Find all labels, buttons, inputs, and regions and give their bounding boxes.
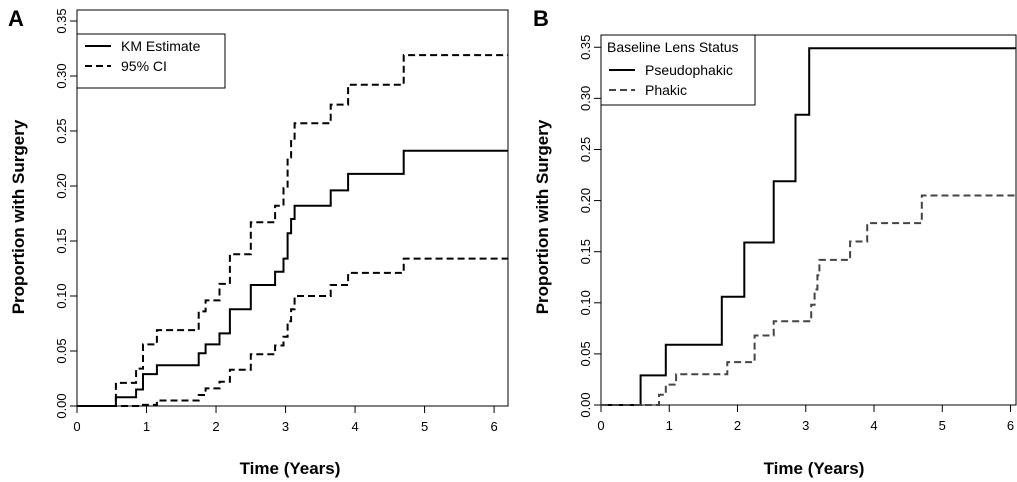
panel-a-y-tick-label: 0.00: [54, 393, 69, 418]
panel-a: A 0 1 2 3 4 5 6 0.00 0.05 0.10 0.15 0.20 0.25 0.30 0.3…: [8, 6, 509, 478]
panel-b-y-tick-label: 0.35: [578, 35, 593, 60]
panel-a-x-tick-label: 1: [143, 419, 150, 434]
panel-a-series-line-0: [77, 149, 508, 407]
panel-a-y-tick-label: 0.05: [54, 338, 69, 363]
panel-b-legend: Baseline Lens Status Pseudophakic Phakic: [600, 34, 756, 106]
panel-b-y-tick-label: 0.20: [578, 188, 593, 213]
panel-b-legend-label: Phakic: [645, 82, 687, 98]
panel-b-series-line-1: [601, 194, 1016, 406]
panel-b-legend-title: Baseline Lens Status: [607, 39, 739, 55]
panel-a-x-tick-label: 5: [421, 419, 428, 434]
panel-a-series-line-2: [77, 257, 508, 407]
panel-b-y-axis-title: Proportion with Surgery: [533, 119, 552, 314]
panel-b-x-tick-label: 5: [939, 418, 946, 433]
panel-b-x-tick-label: 0: [597, 418, 604, 433]
panel-b-x-axis-title: Time (Years): [764, 459, 865, 478]
panel-b-plot-area: 0 1 2 3 4 5 6 0.00 0.05 0.10 0.15 0.20 0.25 0.30 0.35 B…: [578, 34, 1017, 433]
panel-a-series-line-1: [77, 54, 508, 407]
panel-b-x-tick-label: 4: [870, 418, 877, 433]
panel-b-legend-label: Pseudophakic: [645, 62, 733, 78]
panel-a-y-tick-label: 0.15: [54, 228, 69, 253]
panel-a-label: A: [8, 6, 24, 31]
panel-a-plot-area: 0 1 2 3 4 5 6 0.00 0.05 0.10 0.15 0.20 0.25 0.30 0.35 K…: [54, 8, 509, 434]
panel-a-x-tick-label: 2: [212, 419, 219, 434]
panel-a-y-tick-label: 0.20: [54, 173, 69, 198]
panel-a-x-axis-title: Time (Years): [240, 459, 341, 478]
panel-b-y-tick-label: 0.00: [578, 392, 593, 417]
panel-b-y-tick-label: 0.25: [578, 137, 593, 162]
panel-b-label: B: [533, 6, 549, 31]
panel-a-x-tick-label: 6: [490, 419, 497, 434]
panel-a-x-tick-label: 0: [73, 419, 80, 434]
panel-b-x-tick-label: 6: [1007, 418, 1014, 433]
panel-b-x-tick-label: 3: [802, 418, 809, 433]
panel-a-y-tick-label: 0.35: [54, 8, 69, 33]
panel-b: B 0 1 2 3 4 5 6 0.00 0.05 0.10 0.15 0.20 0.25 0.30 0.3…: [533, 6, 1017, 478]
panel-a-legend-label: 95% CI: [121, 58, 167, 74]
panel-a-x-tick-label: 4: [351, 419, 358, 434]
panel-b-plot-frame: [600, 34, 1017, 406]
panel-a-plot-frame: [76, 9, 509, 407]
panel-b-y-tick-label: 0.30: [578, 86, 593, 111]
panel-a-y-axis-title: Proportion with Surgery: [9, 119, 28, 314]
panel-b-x-tick-label: 1: [666, 418, 673, 433]
panel-b-x-tick-label: 2: [734, 418, 741, 433]
panel-a-legend-label: KM Estimate: [121, 38, 201, 54]
panel-b-y-tick-label: 0.10: [578, 290, 593, 315]
panel-a-y-tick-label: 0.30: [54, 63, 69, 88]
panel-b-series-line-0: [601, 47, 1016, 406]
panel-a-legend: KM Estimate 95% CI: [76, 33, 226, 89]
panel-a-y-tick-label: 0.25: [54, 118, 69, 143]
panel-a-legend-box: [76, 33, 226, 89]
panel-a-y-tick-label: 0.10: [54, 283, 69, 308]
panel-b-y-tick-label: 0.15: [578, 239, 593, 264]
panel-a-x-tick-label: 3: [282, 419, 289, 434]
panel-b-y-tick-label: 0.05: [578, 341, 593, 366]
